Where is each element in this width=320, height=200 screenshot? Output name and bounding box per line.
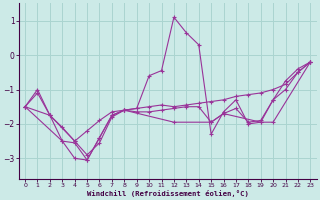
X-axis label: Windchill (Refroidissement éolien,°C): Windchill (Refroidissement éolien,°C) (87, 190, 249, 197)
